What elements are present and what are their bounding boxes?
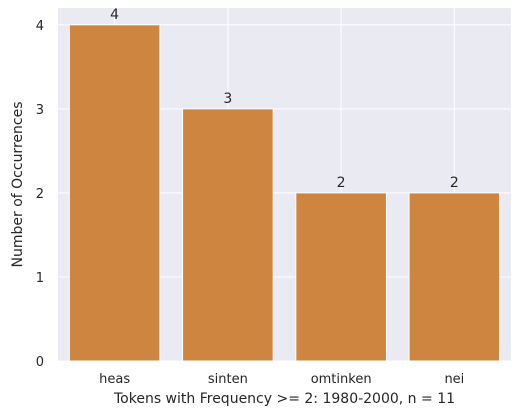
bar-sinten [182,108,274,362]
y-tick-labels: 0 1 2 3 4 [36,19,44,370]
y-tick-label: 0 [36,355,44,370]
y-tick-label: 2 [36,187,44,202]
y-tick-label: 3 [36,103,44,118]
bar-value-label: 2 [337,175,346,191]
y-axis-label: Number of Occurrences [10,102,26,268]
x-tick-label: omtinken [311,372,372,387]
x-tick-labels: heas sinten omtinken nei [99,372,464,387]
bar-heas [68,24,161,362]
x-axis-label: Tokens with Frequency >= 2: 1980-2000, n… [113,391,455,407]
bars [68,24,501,362]
bar-value-labels: 4 3 2 2 [110,7,459,191]
bar-value-label: 2 [450,175,459,191]
bar-omtinken [295,192,387,362]
x-tick-label: nei [444,372,464,387]
x-tick-label: heas [99,372,130,387]
bar-value-label: 3 [223,91,232,107]
y-tick-label: 1 [36,271,44,286]
bar-nei [408,192,501,362]
y-tick-label: 4 [36,19,44,34]
bar-value-label: 4 [110,7,119,23]
x-tick-label: sinten [208,372,248,387]
